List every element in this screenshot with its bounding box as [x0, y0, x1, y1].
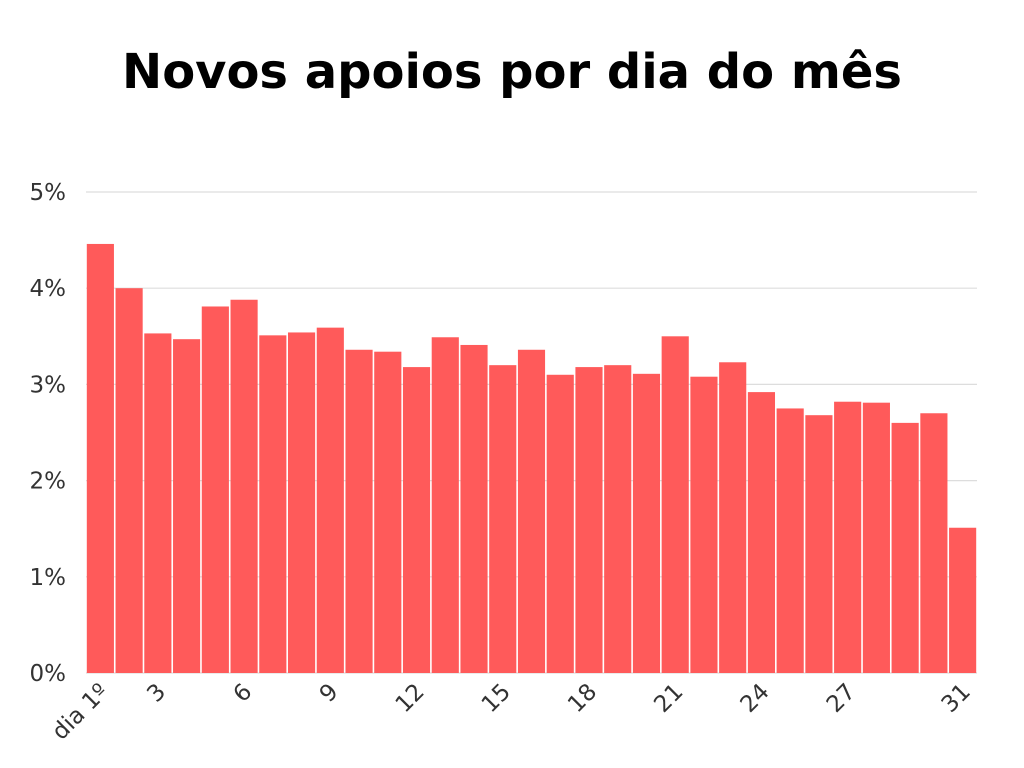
- bar-day-30: [920, 413, 948, 673]
- bar-day-2: [115, 288, 143, 673]
- x-tick-label: 9: [315, 679, 344, 708]
- bar-day-16: [517, 349, 546, 673]
- x-tick-label: 27: [822, 679, 861, 718]
- y-tick-label: 3%: [30, 372, 67, 398]
- bar-day-20: [632, 373, 661, 673]
- x-tick-label: 12: [391, 679, 430, 718]
- bar-day-17: [546, 374, 574, 673]
- y-tick-label: 2%: [30, 469, 67, 495]
- bar-day-14: [460, 344, 488, 673]
- bar-day-25: [776, 408, 804, 673]
- bar-day-28: [862, 402, 890, 673]
- x-tick-label: 18: [563, 679, 602, 718]
- x-tick-label: 24: [736, 679, 775, 718]
- y-tick-label: 0%: [30, 661, 67, 687]
- bar-day-24: [747, 392, 776, 673]
- x-tick-label: 6: [229, 679, 258, 708]
- bar-day-31: [949, 527, 977, 673]
- bar-day-7: [259, 335, 287, 673]
- bar-day-15: [489, 365, 517, 673]
- x-tick-label: 15: [477, 679, 516, 718]
- x-tick-label: 31: [937, 679, 976, 718]
- bar-day-1: [86, 243, 114, 673]
- bar-day-22: [690, 376, 718, 673]
- bar-day-3: [144, 333, 172, 673]
- chart-title: Novos apoios por dia do mês: [122, 44, 902, 100]
- bar-day-23: [719, 362, 747, 673]
- x-tick-label: 3: [142, 679, 171, 708]
- bar-day-8: [287, 332, 316, 673]
- y-tick-label: 5%: [30, 180, 67, 206]
- bar-day-4: [173, 339, 201, 673]
- bar-day-26: [805, 415, 833, 673]
- bar-day-29: [891, 422, 919, 673]
- bar-day-9: [316, 327, 344, 673]
- bar-day-21: [661, 336, 689, 673]
- x-tick-label: dia 1º: [47, 679, 113, 745]
- y-tick-label: 4%: [30, 276, 67, 302]
- bar-day-18: [575, 367, 603, 673]
- bar-day-5: [201, 306, 229, 673]
- bar-day-6: [230, 299, 258, 673]
- bar-day-27: [834, 401, 862, 673]
- bar-day-12: [402, 367, 431, 673]
- y-tick-label: 1%: [30, 565, 67, 591]
- bar-day-13: [431, 337, 459, 673]
- x-tick-label: 21: [649, 679, 688, 718]
- bar-day-11: [374, 351, 402, 673]
- bar-day-10: [345, 349, 373, 673]
- bar-day-19: [604, 365, 632, 673]
